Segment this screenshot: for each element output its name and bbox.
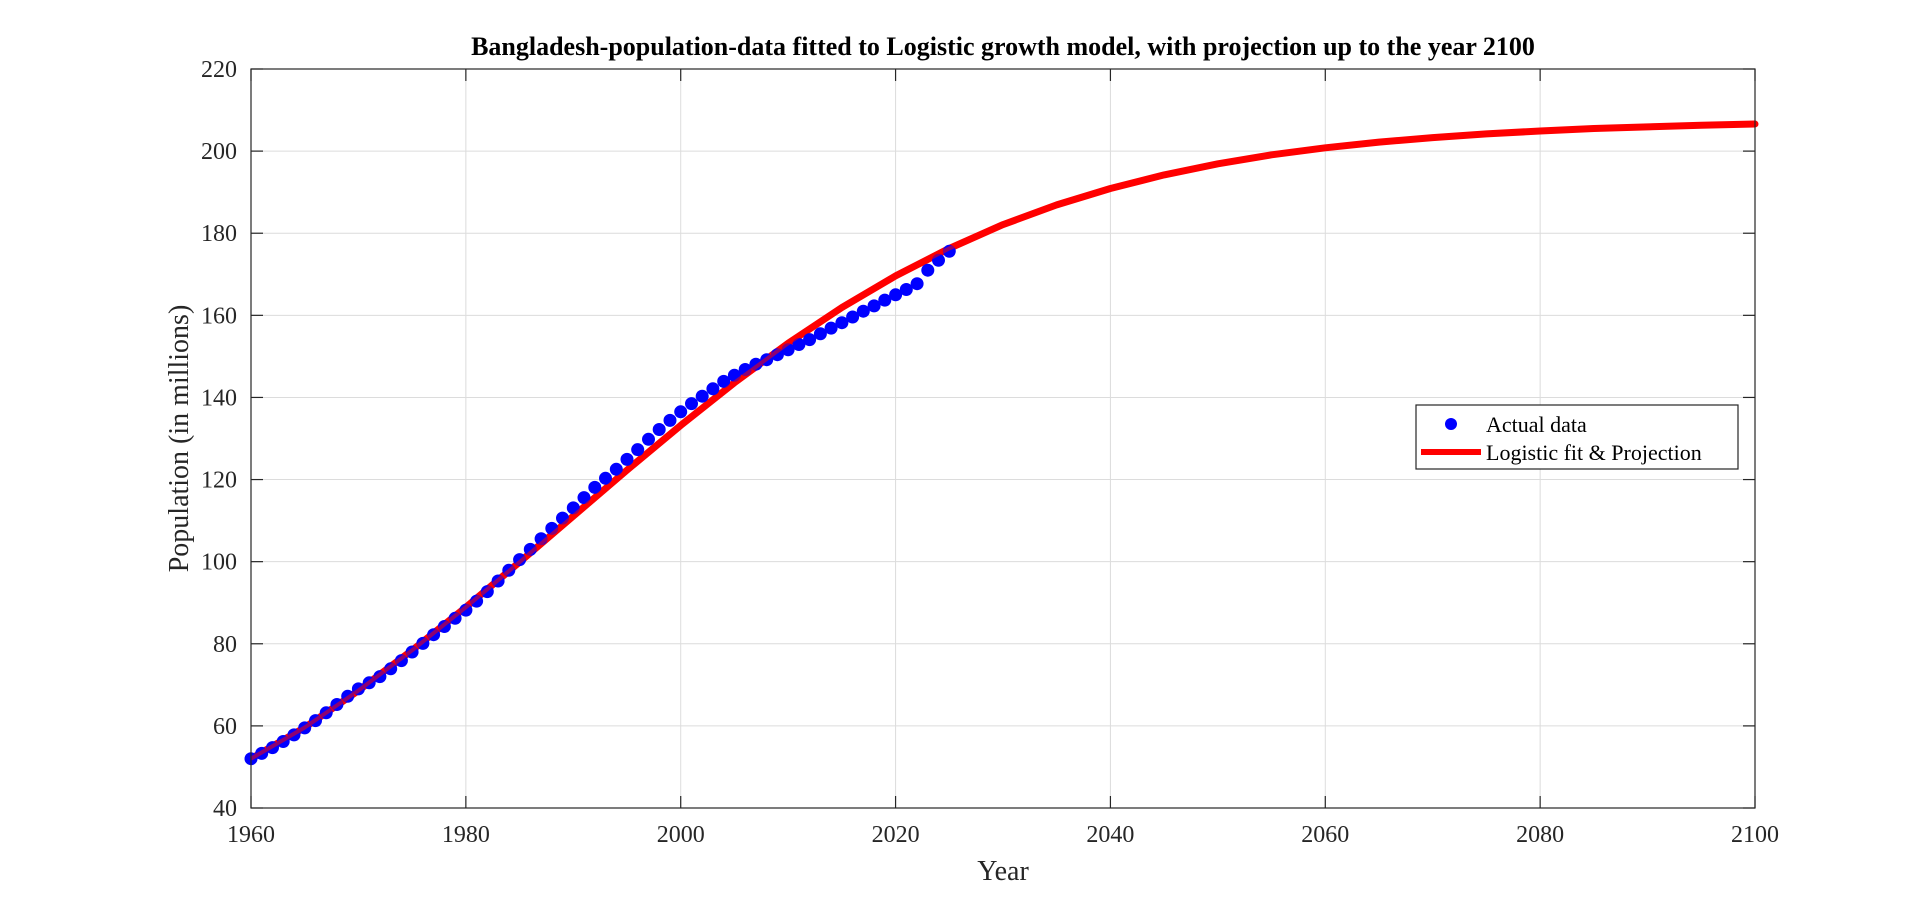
data-point xyxy=(674,405,688,419)
y-tick-label: 180 xyxy=(201,221,237,247)
data-point xyxy=(663,413,677,427)
y-tick-label: 160 xyxy=(201,303,237,329)
x-tick-label: 2080 xyxy=(1516,822,1564,848)
data-point xyxy=(899,283,913,296)
actual-data-series xyxy=(244,122,1756,766)
grid xyxy=(251,69,1755,808)
data-point xyxy=(695,389,709,403)
data-point xyxy=(856,304,870,318)
x-tick-label: 2100 xyxy=(1731,822,1779,848)
y-tick-label: 100 xyxy=(201,550,237,576)
data-point xyxy=(835,316,849,330)
data-point xyxy=(620,452,634,466)
y-axis-ticks: 40 60 80 100 120 140 160 180 200 220 xyxy=(201,57,1755,822)
y-tick-label: 200 xyxy=(201,139,237,165)
data-point xyxy=(889,288,903,302)
x-tick-label: 2020 xyxy=(872,822,920,848)
data-point xyxy=(846,310,860,324)
x-axis-ticks: 1960 1980 2000 2020 2040 2060 2080 2100 xyxy=(227,69,1779,848)
y-tick-label: 140 xyxy=(201,385,237,411)
x-tick-label: 1960 xyxy=(227,822,275,848)
data-point xyxy=(631,443,645,457)
y-tick-label: 80 xyxy=(213,632,237,658)
data-point xyxy=(706,382,720,396)
data-point xyxy=(609,462,623,476)
x-tick-label: 2000 xyxy=(657,822,705,848)
data-point xyxy=(599,471,612,485)
legend-box xyxy=(1415,404,1739,470)
plot-border xyxy=(250,68,1756,809)
legend-marker-actual-data xyxy=(1445,418,1457,430)
x-axis-label: Year xyxy=(977,856,1029,887)
y-tick-label: 120 xyxy=(201,468,237,494)
data-point xyxy=(717,374,731,388)
data-point xyxy=(867,299,881,313)
y-tick-label: 220 xyxy=(201,57,237,83)
y-tick-label: 60 xyxy=(213,714,237,740)
data-point xyxy=(792,338,806,351)
data-point xyxy=(652,423,666,436)
data-point xyxy=(642,432,655,446)
chart-title: Bangladesh-population-data fitted to Log… xyxy=(471,32,1535,61)
data-point xyxy=(824,321,838,335)
legend: Actual data Logistic fit & Projection xyxy=(1415,404,1739,470)
data-point xyxy=(878,293,892,307)
data-point xyxy=(685,397,698,411)
data-point xyxy=(803,333,817,347)
legend-entry-actual-data: Actual data xyxy=(1486,412,1587,437)
x-tick-label: 2060 xyxy=(1301,822,1349,848)
y-axis-label: Population (in millions) xyxy=(164,305,195,573)
data-point xyxy=(588,480,602,494)
legend-entry-logistic-fit: Logistic fit & Projection xyxy=(1486,440,1702,465)
data-point xyxy=(921,263,935,277)
x-tick-label: 2040 xyxy=(1086,822,1134,848)
data-point xyxy=(577,491,591,505)
data-point xyxy=(910,277,924,291)
x-tick-label: 1980 xyxy=(442,822,490,848)
logistic-fit-line-overlay xyxy=(249,122,1756,761)
y-tick-label: 40 xyxy=(213,796,237,822)
data-point xyxy=(813,327,827,341)
